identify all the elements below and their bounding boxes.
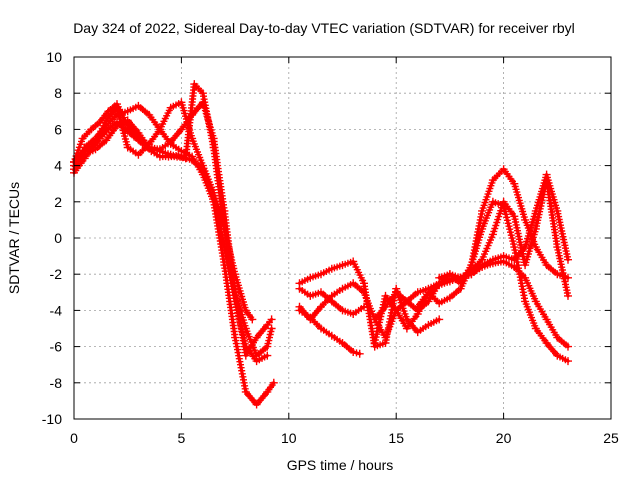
series-satellite-track-11 [370,197,572,366]
series-line [72,104,276,407]
axes: 0 5 10 15 20 25 -10 -8 -6 -4 -2 0 2 4 6 8 10 [42,49,619,446]
x-tick-label: 5 [178,430,186,446]
plus-markers [295,284,368,318]
y-tick-label: 4 [54,158,62,174]
x-tick-label: 0 [70,430,78,446]
series-satellite-track-13 [435,176,572,300]
y-tick-label: 6 [54,121,62,137]
y-tick-label: -2 [50,266,63,282]
y-tick-label: -8 [50,375,63,391]
y-tick-label: 0 [54,230,62,246]
plus-markers [70,101,278,409]
chart-title: Day 324 of 2022, Sidereal Day-to-day VTE… [73,20,575,36]
y-axis-label: SDTVAR / TECUs [6,182,22,294]
plus-markers [370,197,572,366]
plot-frame [73,56,612,420]
x-tick-label: 20 [496,430,512,446]
y-tick-label: 2 [54,194,62,210]
x-axis-label: GPS time / hours [287,457,394,473]
series-satellite-track-8 [295,257,444,351]
series-satellite-track-1 [70,101,278,409]
x-tick-label: 25 [603,430,619,446]
y-tick-label: 10 [46,49,62,65]
grid-lines [74,57,611,419]
x-tick-label: 10 [281,430,297,446]
x-tick-label: 15 [388,430,404,446]
plus-markers [295,306,364,358]
y-tick-label: -4 [50,302,63,318]
plus-markers [435,176,572,300]
series-satellite-track-7 [295,306,364,358]
series-satellite-track-9 [295,284,368,318]
y-tick-label: 8 [54,85,62,101]
plus-markers [295,257,444,351]
y-tick-label: -10 [42,411,62,427]
y-tick-label: -6 [50,339,63,355]
